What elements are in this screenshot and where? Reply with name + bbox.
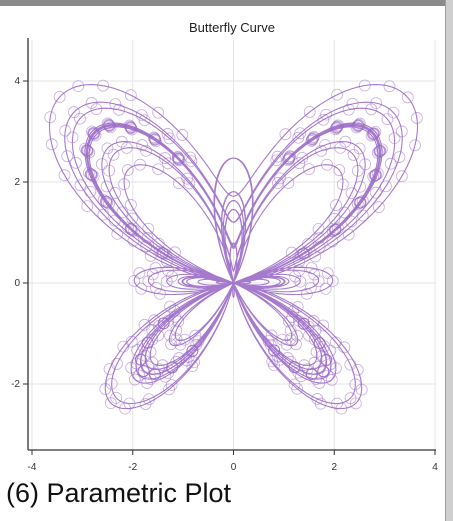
x-tick-label: 4 bbox=[432, 462, 438, 473]
y-tick-label: 0 bbox=[14, 278, 20, 289]
y-tick-label: 2 bbox=[14, 177, 20, 188]
x-tick-label: -2 bbox=[128, 462, 137, 473]
x-tick-label: 0 bbox=[231, 462, 237, 473]
y-tick-label: -2 bbox=[11, 379, 20, 390]
y-tick-label: 4 bbox=[14, 76, 20, 87]
figure-caption: (6) Parametric Plot bbox=[6, 478, 231, 509]
window-scrollbar[interactable] bbox=[445, 0, 453, 521]
window-top-border bbox=[0, 0, 453, 6]
x-tick-label: -4 bbox=[28, 462, 37, 473]
chart-title: Butterfly Curve bbox=[189, 20, 275, 35]
x-tick-label: 2 bbox=[331, 462, 337, 473]
